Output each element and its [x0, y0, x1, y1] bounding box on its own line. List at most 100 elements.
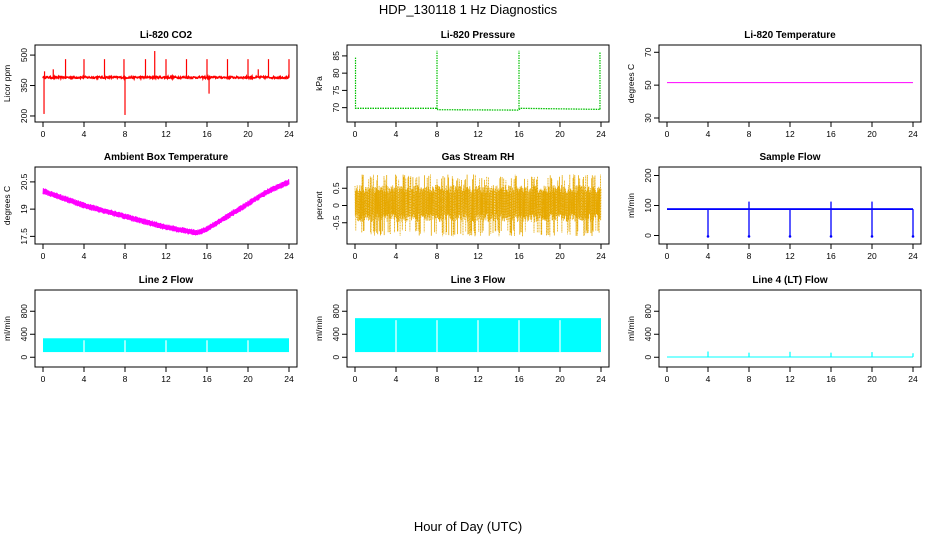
x-tick-label: 8 [123, 374, 128, 384]
x-tick-label: 4 [706, 374, 711, 384]
series-pressure [354, 50, 602, 111]
y-tick-label: 70 [331, 103, 341, 113]
x-tick-label: 24 [596, 374, 606, 384]
box-temperature-line [42, 179, 290, 236]
panel-title: Li-820 Temperature [744, 30, 836, 41]
x-tick-label: 0 [41, 129, 46, 139]
x-tick-label: 0 [41, 374, 46, 384]
x-tick-label: 0 [665, 374, 670, 384]
x-tick-label: 0 [665, 251, 670, 261]
x-tick-label: 12 [161, 374, 171, 384]
x-tick-label: 4 [82, 251, 87, 261]
y-tick-label: -0.5 [331, 215, 341, 230]
x-tick-label: 12 [161, 129, 171, 139]
y-axis-label: degrees C [2, 186, 12, 225]
x-tick-label: 20 [243, 129, 253, 139]
x-tick-label: 24 [284, 374, 294, 384]
panel-line2: Line 2 Flow 0 4 8 12 16 20 24 0 400 800 ml/min [2, 275, 298, 384]
y-tick-label: 400 [19, 327, 29, 341]
x-tick-label: 8 [123, 251, 128, 261]
x-tick-label: 4 [394, 129, 399, 139]
x-tick-label: 8 [435, 129, 440, 139]
x-tick-label: 16 [514, 251, 524, 261]
panel-title: Line 2 Flow [139, 275, 194, 286]
rh-line [354, 174, 602, 237]
x-tick-label: 12 [785, 251, 795, 261]
panel-title: Li-820 Pressure [441, 30, 516, 41]
x-tick-label: 20 [867, 374, 877, 384]
x-tick-label: 4 [706, 129, 711, 139]
series-line4 [667, 351, 914, 358]
x-tick-label: 16 [202, 251, 212, 261]
x-tick-label: 0 [353, 251, 358, 261]
panel-title: Line 4 (LT) Flow [752, 275, 828, 286]
series-rh [354, 174, 602, 237]
y-tick-label: 20.5 [19, 173, 29, 190]
y-tick-label: 0.5 [331, 182, 341, 194]
x-tick-label: 8 [747, 129, 752, 139]
x-tick-label: 16 [826, 251, 836, 261]
panel-rh: Gas Stream RH 0 4 8 12 16 20 24 -0.5 0 0.5 percent [314, 152, 610, 261]
y-tick-label: 80 [331, 68, 341, 78]
y-tick-label: 0 [643, 233, 653, 238]
y-tick-label: 100 [643, 198, 653, 212]
x-tick-label: 24 [596, 251, 606, 261]
panel-title: Gas Stream RH [442, 152, 515, 163]
y-axis-label: Licor ppm [2, 65, 12, 102]
y-tick-label: 400 [331, 327, 341, 341]
sample-flow-dip-point [788, 235, 792, 238]
panel-title: Sample Flow [759, 152, 820, 163]
x-tick-label: 4 [706, 251, 711, 261]
x-tick-label: 20 [555, 129, 565, 139]
figure-title: HDP_130118 1 Hz Diagnostics [379, 2, 558, 17]
x-tick-label: 0 [41, 251, 46, 261]
x-tick-label: 8 [435, 374, 440, 384]
y-tick-label: 50 [643, 80, 653, 90]
y-tick-label: 19 [19, 204, 29, 214]
x-tick-label: 24 [284, 251, 294, 261]
x-tick-label: 16 [514, 129, 524, 139]
panel-title: Ambient Box Temperature [104, 152, 229, 163]
panel-title: Li-820 CO2 [140, 30, 193, 41]
plot-frame [34, 166, 298, 245]
x-tick-label: 8 [123, 129, 128, 139]
x-tick-label: 24 [908, 251, 918, 261]
x-tick-label: 24 [284, 129, 294, 139]
y-tick-label: 800 [19, 304, 29, 318]
x-tick-label: 16 [202, 129, 212, 139]
panel-licor_temp: Li-820 Temperature 0 4 8 12 16 20 24 30 50 70 degre… [626, 30, 922, 139]
x-tick-label: 20 [555, 374, 565, 384]
panel-line3: Line 3 Flow 0 4 8 12 16 20 24 0 400 800 ml/min [314, 275, 610, 384]
series-box_temp [42, 179, 290, 236]
panel-line4: Line 4 (LT) Flow 0 4 8 12 16 20 24 0 400 800 ml/min [626, 275, 922, 384]
y-tick-label: 85 [331, 51, 341, 61]
x-tick-label: 24 [908, 374, 918, 384]
plot-frame [34, 44, 298, 123]
x-tick-label: 8 [747, 374, 752, 384]
panel-pressure: Li-820 Pressure 0 4 8 12 16 20 24 70 75 80 85 kPa [314, 30, 610, 139]
x-tick-label: 20 [243, 374, 253, 384]
x-tick-label: 12 [785, 374, 795, 384]
y-tick-label: 75 [331, 85, 341, 95]
x-tick-label: 24 [908, 129, 918, 139]
x-tick-label: 16 [826, 129, 836, 139]
y-tick-label: 0 [19, 355, 29, 360]
x-tick-label: 0 [353, 129, 358, 139]
x-tick-label: 20 [243, 251, 253, 261]
y-axis-label: degrees C [626, 64, 636, 103]
y-tick-label: 800 [643, 304, 653, 318]
x-tick-label: 20 [867, 129, 877, 139]
sample-flow-dip-point [829, 235, 833, 238]
plot-frame [658, 44, 922, 123]
y-tick-label: 70 [643, 47, 653, 57]
y-tick-label: 200 [19, 109, 29, 123]
x-tick-label: 12 [785, 129, 795, 139]
x-tick-label: 16 [826, 374, 836, 384]
x-tick-label: 16 [514, 374, 524, 384]
series-co2 [42, 51, 290, 115]
sample-flow-dip-point [870, 235, 874, 238]
series-sample_flow [667, 201, 915, 238]
y-tick-label: 0 [331, 203, 341, 208]
figure-x-axis-label: Hour of Day (UTC) [414, 519, 522, 534]
